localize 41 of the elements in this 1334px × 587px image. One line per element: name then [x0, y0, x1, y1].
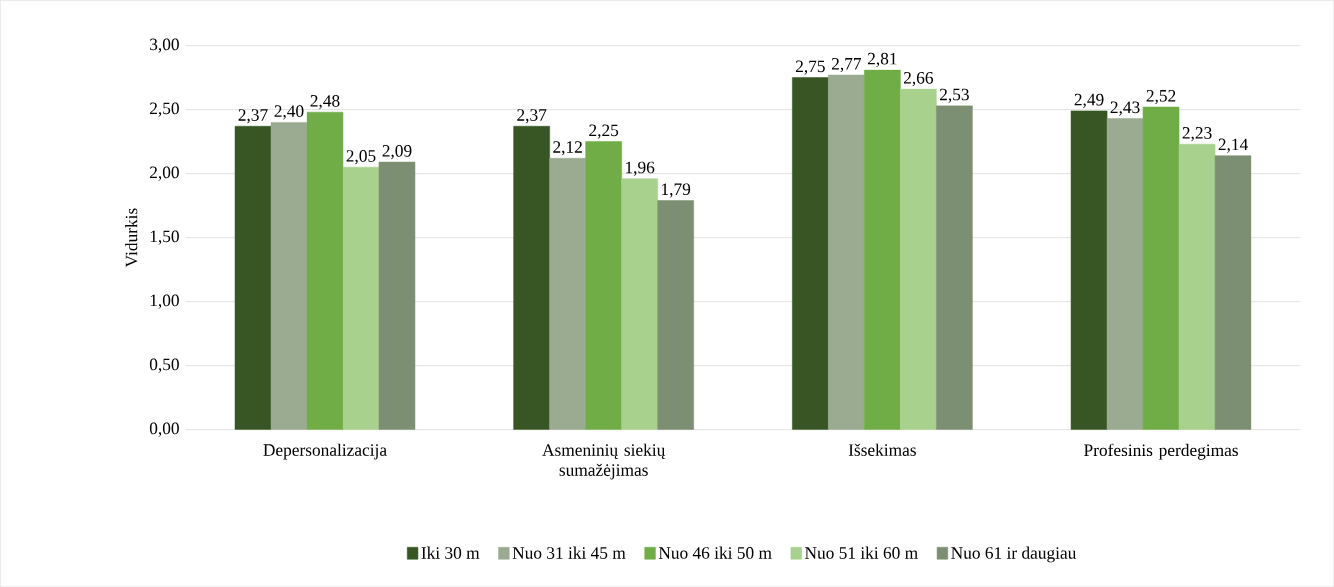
data-label: 2,52 [1146, 89, 1176, 104]
y-tick-label: 0,00 [149, 422, 179, 437]
data-label: 2,43 [1110, 101, 1140, 116]
data-label: 2,37 [238, 109, 268, 124]
legend-label: Iki 30 m [421, 546, 480, 559]
legend-label: Nuo 51 iki 60 m [805, 546, 918, 559]
legend-label: Nuo 46 iki 50 m [658, 546, 772, 559]
data-label: 1,79 [662, 183, 691, 198]
y-tick-label: 2,50 [150, 102, 179, 117]
legend-label: Nuo 31 iki 45 m [512, 546, 626, 559]
data-label: 2,40 [274, 105, 304, 120]
data-label: 2,12 [553, 141, 582, 156]
data-label: 2,81 [867, 52, 897, 67]
x-tick-label: Depersonalizacija [263, 443, 387, 460]
legend-label: Nuo 61 ir daugiau [951, 546, 1077, 563]
data-label: 2,05 [346, 149, 376, 165]
bar [234, 125, 272, 430]
x-tick-label: Asmeninių siekių sumažėjimas [542, 443, 666, 480]
data-label: 2,77 [831, 57, 862, 72]
bar [513, 125, 550, 430]
data-label: 2,23 [1182, 126, 1212, 142]
data-label: 2,75 [795, 60, 825, 75]
x-tick-label: Profesinis perdegimas [1084, 443, 1238, 460]
bar [1070, 110, 1108, 430]
data-label: 2,49 [1074, 93, 1104, 108]
data-label: 2,37 [517, 109, 547, 124]
y-tick-label: 1,50 [150, 230, 179, 245]
y-tick-label: 1,00 [150, 294, 179, 309]
y-tick-label: 3,00 [150, 38, 179, 53]
data-label: 2,53 [939, 88, 969, 103]
y-tick-label: 0,50 [149, 358, 179, 373]
data-label: 2,66 [903, 71, 934, 87]
x-tick-label: Išsekimas [848, 443, 916, 456]
data-label: 2,25 [589, 124, 619, 139]
y-tick-label: 2,00 [150, 166, 179, 181]
data-label: 1,96 [626, 161, 655, 176]
y-axis-title: Vidurkis [125, 208, 138, 268]
data-label: 2,48 [310, 94, 340, 110]
data-label: 2,09 [382, 144, 412, 160]
data-label: 2,14 [1218, 138, 1248, 153]
bar [792, 77, 829, 430]
